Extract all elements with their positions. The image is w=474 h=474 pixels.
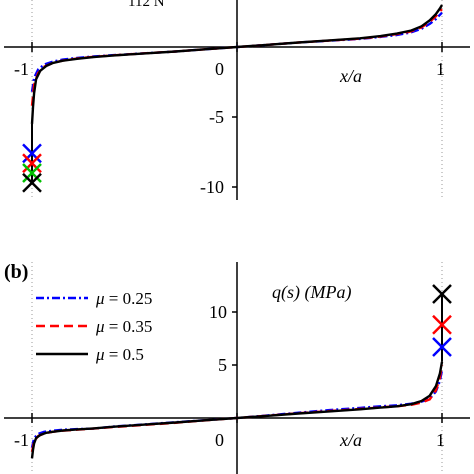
panel-b-cross-marker <box>432 284 452 304</box>
panel-a-cross-marker <box>22 163 42 183</box>
panel-a-top-label: 112 N <box>128 0 165 10</box>
legend: μ = 0.25 μ = 0.35 μ = 0.5 <box>36 289 152 364</box>
panel-b-x-tick-label: 1 <box>436 430 445 450</box>
panel-b-xlabel: x/a <box>339 430 362 450</box>
panel-b-cross-marker <box>432 314 452 335</box>
panel-b-plot: -1 0 1 10 5 <box>4 262 470 474</box>
panel-a-x-tick-label: -1 <box>14 59 29 79</box>
legend-label: μ = 0.35 <box>95 317 152 336</box>
legend-label: μ = 0.5 <box>95 345 144 364</box>
panel-b-x-tick-label: -1 <box>14 430 29 450</box>
panel-b-y-tick-label: 5 <box>218 355 227 375</box>
panel-b-y-tick-label: 10 <box>209 302 227 322</box>
panel-a-x-tick-label: 0 <box>215 59 224 79</box>
panel-a-cross-marker <box>22 172 42 193</box>
panel-a-y-tick-label: -10 <box>200 177 224 197</box>
panel-a-y-tick-label: -5 <box>209 107 224 127</box>
panel-a-cross-marker <box>22 153 42 174</box>
panel-a-cross-marker <box>22 143 42 164</box>
panel-b-cross-marker <box>432 337 452 357</box>
panel-a-series-line-2 <box>30 4 444 125</box>
panel-a-x-tick-label: 1 <box>436 59 445 79</box>
panel-b-x-tick-label: 0 <box>215 430 224 450</box>
panel-b-ylabel: q(s) (MPa) <box>272 282 351 303</box>
panel-b-series-line-2 <box>30 361 444 459</box>
panel-a-plot: -1 0 1-5-10 <box>4 0 470 200</box>
panel-b-label: (b) <box>4 261 28 283</box>
legend-label: μ = 0.25 <box>95 289 152 308</box>
panel-a-xlabel: x/a <box>339 66 362 86</box>
